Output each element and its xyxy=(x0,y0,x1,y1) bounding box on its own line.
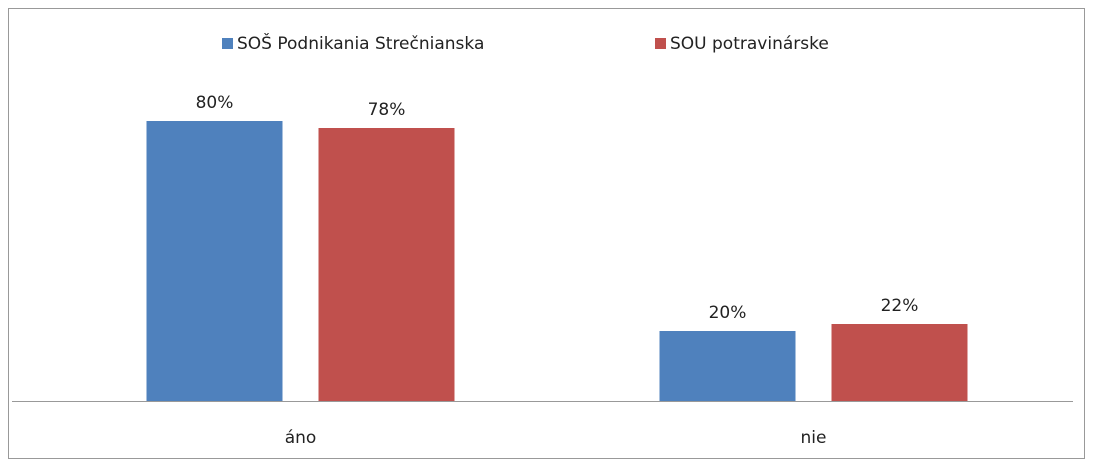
data-label: 22% xyxy=(881,296,919,316)
data-label: 80% xyxy=(196,93,234,113)
bar xyxy=(659,331,796,401)
legend-label: SOŠ Podnikania Strečnianska xyxy=(237,32,484,54)
legend-label: SOU potravinárske xyxy=(670,34,829,54)
data-label: 78% xyxy=(368,100,406,120)
x-tick-label: áno xyxy=(285,428,317,448)
data-label: 20% xyxy=(709,303,747,323)
x-tick-label: nie xyxy=(801,428,827,448)
legend-swatch xyxy=(222,38,233,49)
bar xyxy=(146,121,283,401)
bar xyxy=(831,324,968,401)
bar xyxy=(318,128,455,401)
legend-swatch xyxy=(655,38,666,49)
